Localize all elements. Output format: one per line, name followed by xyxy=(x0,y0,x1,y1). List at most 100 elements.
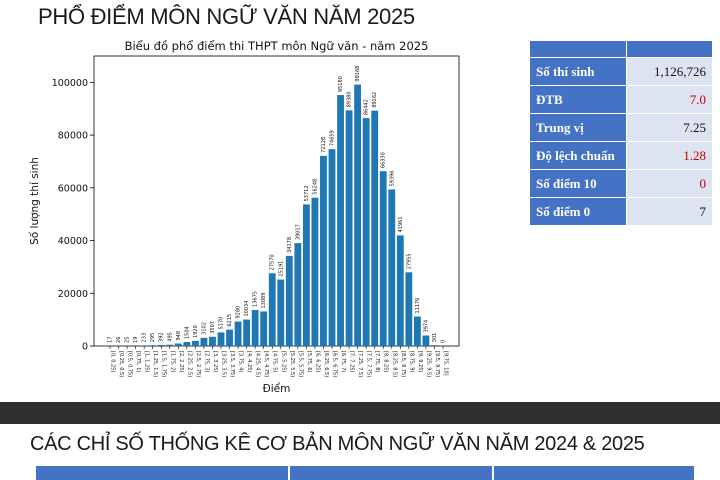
histogram-bar xyxy=(234,321,242,346)
x-tick-label: [3.5, 3.75) xyxy=(229,351,235,377)
bar-value-label: 948 xyxy=(176,331,182,341)
bar-value-label: 5170 xyxy=(219,317,225,330)
x-tick-label: [6.25, 6.5) xyxy=(323,351,329,377)
x-tick-label: [5, 5.25) xyxy=(280,351,286,372)
histogram-bar xyxy=(362,118,370,346)
bar-value-label: 3102 xyxy=(201,322,207,335)
y-tick-label: 0 xyxy=(82,342,88,353)
histogram-chart: Biểu đồ phổ điểm thi THPT môn Ngữ văn - … xyxy=(22,36,492,400)
table-column-divider xyxy=(492,466,494,480)
histogram-bar xyxy=(413,316,421,346)
histogram-bar xyxy=(217,332,225,346)
y-tick-label: 20000 xyxy=(58,289,88,300)
histogram-bar xyxy=(243,319,251,346)
x-tick-label: [4.5, 4.75) xyxy=(263,351,269,377)
bar-value-label: 53712 xyxy=(304,185,310,201)
bar-value-label: 25191 xyxy=(278,261,284,277)
x-tick-label: [4.75, 5) xyxy=(272,351,278,372)
histogram-bar xyxy=(260,311,268,346)
x-tick-label: [1.5, 1.75) xyxy=(161,351,167,377)
plot-frame xyxy=(93,55,460,347)
x-tick-label: [7.25, 7.5) xyxy=(357,351,363,377)
histogram-bar xyxy=(354,84,362,346)
stats-header-cell xyxy=(626,40,713,58)
histogram-bar xyxy=(302,204,310,346)
section-title: CÁC CHỈ SỐ THỐNG KÊ CƠ BẢN MÔN NGỮ VĂN N… xyxy=(30,433,645,455)
x-axis-label: Điểm xyxy=(263,382,291,395)
stats-row: Số thí sinh 1,126,726 xyxy=(529,57,713,86)
bar-value-label: 27570 xyxy=(270,254,276,270)
bar-value-label: 39017 xyxy=(295,224,301,240)
bar-value-label: 17 xyxy=(108,337,114,343)
bar-value-label: 59396 xyxy=(389,171,395,187)
x-tick-label: [2.5, 2.75) xyxy=(195,351,201,377)
histogram-bar xyxy=(311,197,319,346)
histogram-bar xyxy=(285,255,293,346)
histogram-bar xyxy=(337,95,344,346)
y-tick-label: 40000 xyxy=(58,236,88,247)
bar-value-label: 86442 xyxy=(364,99,370,115)
stats-label: Trung vị xyxy=(529,113,627,142)
stats-label: Số điểm 0 xyxy=(529,197,627,226)
x-tick-label: [7, 7.25) xyxy=(349,351,355,372)
histogram-bar xyxy=(328,149,336,346)
stats-label: Số điểm 10 xyxy=(529,169,627,198)
x-tick-label: [2.25, 2.5) xyxy=(186,351,192,377)
x-tick-label: [4, 4.25) xyxy=(246,351,252,372)
histogram-bar xyxy=(226,329,233,346)
bar-value-label: 301 xyxy=(432,333,438,343)
stats-value: 7.25 xyxy=(626,113,713,142)
y-axis-label: Số lượng thí sinh xyxy=(29,157,41,245)
x-tick-label: [4.25, 4.5) xyxy=(255,351,261,377)
stats-value: 1,126,726 xyxy=(626,57,713,86)
histogram-bar xyxy=(174,343,182,346)
stats-row: Số điểm 10 0 xyxy=(529,169,713,198)
stats-label: ĐTB xyxy=(529,85,627,114)
bar-value-label: 495 xyxy=(167,332,173,342)
x-tick-label: [5.5, 5.75) xyxy=(297,351,303,377)
x-tick-label: [0.5, 0.75) xyxy=(127,351,133,377)
x-tick-label: [8.5, 8.75) xyxy=(400,351,406,377)
table-column-divider xyxy=(288,466,290,480)
y-tick-label: 80000 xyxy=(58,131,88,142)
bar-value-label: 66330 xyxy=(381,152,387,168)
stats-header-row xyxy=(529,40,713,58)
bar-value-label: 6215 xyxy=(227,314,233,327)
histogram-bar xyxy=(191,340,199,346)
histogram-bar xyxy=(388,189,396,346)
x-tick-label: [6, 6.25) xyxy=(314,351,320,372)
bar-value-label: 0 xyxy=(441,340,447,343)
bar-value-label: 392 xyxy=(159,332,165,342)
chart-title: Biểu đồ phổ điểm thi THPT môn Ngữ văn - … xyxy=(125,39,429,53)
x-tick-label: [8.25, 8.5) xyxy=(391,351,397,377)
histogram-bar xyxy=(396,235,404,346)
x-tick-label: [8.75, 9) xyxy=(408,351,414,372)
histogram-bar xyxy=(149,345,157,346)
histogram-bar xyxy=(320,155,327,346)
stats-row: Độ lệch chuẩn 1.28 xyxy=(529,141,713,170)
comparison-table-header xyxy=(36,466,694,480)
x-tick-label: [9.5, 9.75) xyxy=(434,351,440,377)
x-tick-label: [2.75, 3) xyxy=(203,351,209,372)
x-tick-label: [1.25, 1.5) xyxy=(152,351,158,377)
bar-value-label: 34178 xyxy=(287,237,293,253)
stats-table: Số thí sinh 1,126,726 ĐTB 7.0 Trung vị 7.25 Độ… xyxy=(529,40,713,226)
y-tick-label: 100000 xyxy=(52,78,88,89)
bar-value-label: 295 xyxy=(150,333,156,343)
bar-value-label: 25 xyxy=(125,337,131,343)
x-tick-label: [1.75, 2) xyxy=(169,351,175,372)
histogram-bar xyxy=(268,273,276,346)
histogram-bar xyxy=(379,171,387,346)
x-tick-label: [3, 3.25) xyxy=(212,351,218,372)
bar-value-label: 89262 xyxy=(372,92,378,108)
x-tick-label: [9.75, 10] xyxy=(443,351,449,376)
bar-value-label: 13675 xyxy=(253,291,259,307)
x-tick-label: [8, 8.25) xyxy=(383,351,389,372)
stats-row: Trung vị 7.25 xyxy=(529,113,713,142)
stats-value: 0 xyxy=(626,169,713,198)
histogram-bar xyxy=(422,335,430,346)
stats-row: ĐTB 7.0 xyxy=(529,85,713,114)
x-tick-label: [5.25, 5.5) xyxy=(289,351,295,377)
bar-value-label: 13089 xyxy=(261,293,267,309)
